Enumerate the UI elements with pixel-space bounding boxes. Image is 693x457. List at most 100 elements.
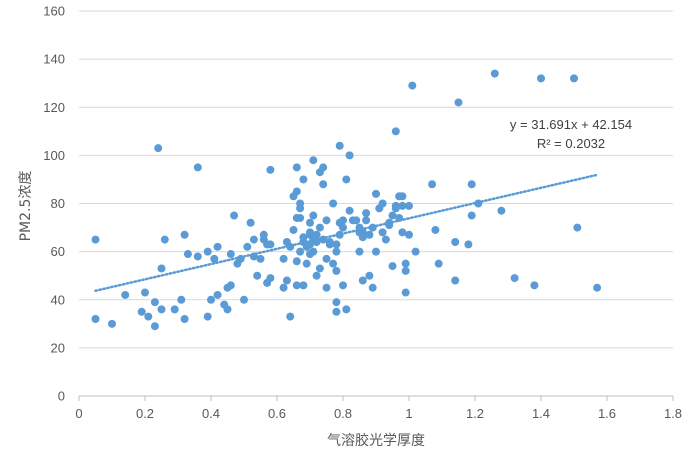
y-tick-label: 0 [58, 389, 65, 404]
data-point [91, 235, 100, 244]
data-point [345, 206, 354, 215]
data-point [144, 312, 153, 321]
data-point [490, 69, 499, 78]
data-point [137, 307, 146, 316]
data-point [368, 223, 377, 232]
data-point [292, 257, 301, 266]
x-tick-label: 0.8 [334, 406, 352, 421]
data-point [573, 223, 582, 232]
y-tick-label: 140 [43, 52, 65, 67]
data-point [312, 271, 321, 280]
data-point [332, 247, 341, 256]
data-point [365, 230, 374, 239]
data-point [319, 235, 328, 244]
data-point [213, 242, 222, 251]
data-point [249, 252, 258, 261]
data-point [256, 254, 265, 263]
data-point [332, 240, 341, 249]
data-point [157, 305, 166, 314]
data-point [434, 259, 443, 268]
data-point [398, 228, 407, 237]
x-tick-label: 0.2 [136, 406, 154, 421]
data-point [335, 230, 344, 239]
data-point [292, 281, 301, 290]
data-point [319, 163, 328, 172]
data-point [302, 259, 311, 268]
x-tick-label: 0 [75, 406, 82, 421]
data-point [322, 283, 331, 292]
x-tick-label: 0.6 [268, 406, 286, 421]
data-point [183, 250, 192, 259]
data-point [467, 211, 476, 220]
data-point [345, 151, 354, 160]
data-point [91, 315, 100, 323]
x-tick-label: 1.6 [598, 406, 616, 421]
data-point [286, 242, 295, 251]
data-point [210, 254, 219, 263]
data-point [180, 315, 189, 323]
data-point [497, 206, 506, 215]
data-point [243, 242, 252, 251]
data-point [355, 247, 364, 256]
data-point [253, 271, 262, 280]
trendline-equation: y = 31.691x + 42.154 [510, 117, 632, 132]
data-point [388, 262, 397, 271]
data-point [315, 264, 324, 273]
data-point [464, 240, 473, 249]
x-tick-label: 0.4 [202, 406, 220, 421]
trendline-r2: R² = 0.2032 [537, 136, 605, 151]
data-point [352, 216, 361, 225]
data-point [141, 288, 149, 297]
data-point [428, 180, 437, 189]
data-point [230, 211, 239, 220]
data-point [431, 225, 440, 234]
data-point [593, 283, 602, 292]
data-point [388, 211, 397, 220]
data-point [177, 295, 186, 304]
data-point [467, 180, 476, 189]
x-tick-label: 1 [405, 406, 412, 421]
data-point [266, 165, 275, 174]
data-point [339, 216, 347, 225]
data-point [398, 201, 407, 210]
data-point [510, 274, 519, 283]
data-point [319, 180, 328, 189]
data-point [332, 307, 341, 316]
data-point [312, 238, 321, 246]
data-point [339, 223, 347, 232]
x-axis-title: 气溶胶光学厚度 [327, 432, 425, 449]
data-point [322, 254, 331, 263]
data-point [213, 290, 222, 299]
axes [78, 395, 674, 401]
data-point [342, 175, 351, 184]
y-tick-label: 20 [51, 340, 65, 355]
data-point [454, 98, 463, 107]
data-point [121, 290, 130, 299]
y-tick-label: 120 [43, 100, 65, 115]
data-point [299, 281, 308, 290]
data-point [289, 225, 298, 234]
data-point [150, 322, 159, 331]
data-point [405, 201, 413, 210]
data-point [226, 250, 235, 259]
data-point [193, 252, 202, 261]
data-point [570, 74, 578, 83]
data-point [405, 230, 413, 239]
data-point [286, 312, 295, 321]
x-tick-label: 1.4 [532, 406, 550, 421]
data-point [335, 141, 344, 150]
data-point [309, 247, 318, 256]
data-point [299, 175, 308, 184]
data-point [372, 189, 380, 198]
y-tick-label: 160 [43, 4, 65, 19]
data-point [309, 156, 318, 165]
data-point [312, 230, 321, 239]
data-point [398, 192, 407, 201]
data-point [411, 247, 420, 256]
data-point [266, 274, 275, 283]
data-point [408, 81, 417, 90]
data-point [279, 254, 288, 263]
data-point [401, 266, 410, 275]
data-point [223, 305, 232, 314]
